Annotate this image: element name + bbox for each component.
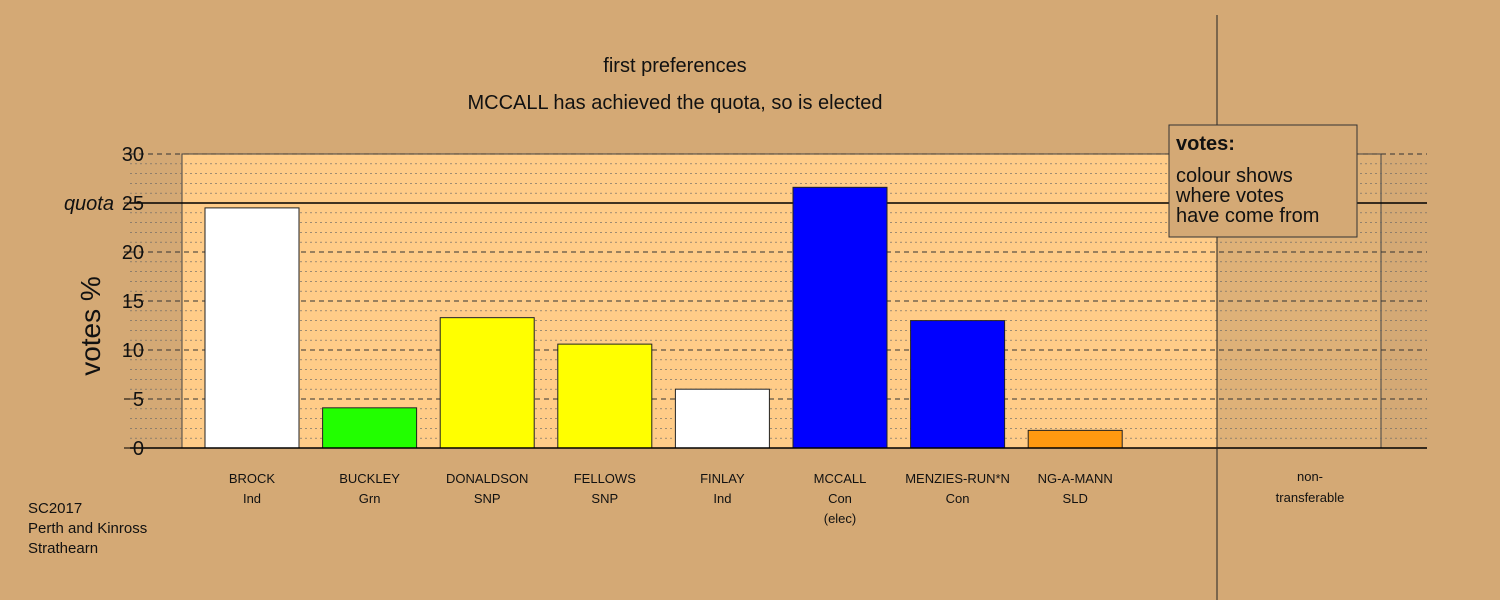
y-tick-label: 25 (122, 193, 144, 215)
bar-brock (204, 207, 300, 449)
legend: votes: colour shows where votes have com… (1168, 124, 1358, 238)
footer-line-2: Perth and Kinross (28, 520, 147, 537)
candidate-party: SLD (1063, 491, 1088, 506)
y-axis: 0 5 10 15 20 25 30 (122, 144, 1427, 460)
footer-line-1: SC2017 (28, 500, 82, 517)
y-tick-label: 10 (122, 340, 144, 362)
quota-label: quota (64, 193, 114, 215)
y-tick-label: 15 (122, 291, 144, 313)
candidate-name: BUCKLEY (339, 471, 400, 486)
bar-buckley (322, 407, 418, 449)
candidate-note: (elec) (824, 511, 857, 526)
footer-line-3: Strathearn (28, 540, 98, 557)
bar-ng-a-mann (1027, 429, 1123, 449)
candidate-name: MENZIES-RUN*N (905, 471, 1010, 486)
candidate-name: NG-A-MANN (1038, 471, 1113, 486)
bar-menzies-run*n (910, 320, 1006, 449)
candidate-party: Grn (359, 491, 381, 506)
x-axis-labels: BROCK Ind BUCKLEY Grn DONALDSON SNP FELLOWS SNP… (229, 471, 1113, 526)
bar-donaldson (439, 317, 535, 449)
candidate-party: SNP (474, 491, 501, 506)
y-tick-label: 5 (133, 389, 144, 411)
candidate-party: Ind (243, 491, 261, 506)
y-tick-label: 0 (133, 438, 144, 460)
candidate-name: MCCALL (814, 471, 867, 486)
chart-title: first preferences (603, 55, 746, 77)
y-tick-label: 20 (122, 242, 144, 264)
bars (204, 186, 1123, 449)
legend-line-3: have come from (1176, 205, 1319, 227)
candidate-name: FELLOWS (574, 471, 636, 486)
chart-subtitle: MCCALL has achieved the quota, so is ele… (467, 92, 882, 114)
candidate-party: Con (828, 491, 852, 506)
legend-box (1168, 124, 1358, 238)
nontransferable-label-1: non- (1297, 469, 1323, 484)
legend-line-2: where votes (1175, 185, 1284, 207)
candidate-name: DONALDSON (446, 471, 528, 486)
candidate-party: Ind (713, 491, 731, 506)
bar-finlay (674, 388, 770, 449)
legend-title: votes: (1176, 133, 1235, 155)
candidate-party: SNP (591, 491, 618, 506)
nontransferable-label-2: transferable (1276, 490, 1345, 505)
bar-mccall (792, 186, 888, 449)
legend-line-1: colour shows (1176, 165, 1293, 187)
bar-fellows (557, 343, 653, 449)
y-tick-label: 30 (122, 144, 144, 166)
candidate-name: FINLAY (700, 471, 745, 486)
y-axis-label: votes % (75, 276, 106, 376)
candidate-name: BROCK (229, 471, 276, 486)
candidate-party: Con (946, 491, 970, 506)
